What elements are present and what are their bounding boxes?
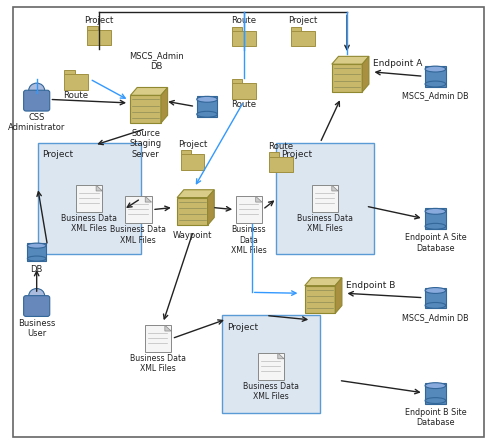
Text: Project: Project bbox=[288, 17, 317, 25]
Text: Route: Route bbox=[231, 17, 256, 25]
FancyBboxPatch shape bbox=[232, 31, 256, 46]
Text: Source
Staging
Server: Source Staging Server bbox=[130, 129, 162, 158]
FancyBboxPatch shape bbox=[269, 153, 279, 157]
FancyBboxPatch shape bbox=[269, 157, 293, 172]
Text: Project: Project bbox=[227, 322, 258, 331]
Ellipse shape bbox=[425, 81, 446, 87]
Polygon shape bbox=[362, 56, 369, 92]
FancyBboxPatch shape bbox=[232, 83, 256, 99]
FancyBboxPatch shape bbox=[425, 383, 446, 404]
Text: Business Data
XML Files: Business Data XML Files bbox=[243, 382, 299, 401]
Text: Project: Project bbox=[178, 140, 207, 149]
FancyBboxPatch shape bbox=[257, 353, 284, 380]
Text: Business
Data
XML Files: Business Data XML Files bbox=[231, 225, 267, 255]
FancyBboxPatch shape bbox=[64, 70, 75, 75]
FancyBboxPatch shape bbox=[145, 325, 171, 352]
Text: Business
User: Business User bbox=[18, 318, 55, 338]
FancyBboxPatch shape bbox=[236, 196, 262, 223]
Polygon shape bbox=[305, 285, 335, 314]
Polygon shape bbox=[305, 278, 342, 285]
FancyBboxPatch shape bbox=[24, 296, 50, 317]
Ellipse shape bbox=[425, 66, 446, 72]
Text: MSCS_Admin DB: MSCS_Admin DB bbox=[402, 91, 469, 100]
Text: Project: Project bbox=[43, 150, 74, 159]
Ellipse shape bbox=[425, 208, 446, 214]
Ellipse shape bbox=[425, 302, 446, 308]
FancyBboxPatch shape bbox=[76, 185, 102, 212]
Ellipse shape bbox=[197, 112, 217, 117]
Text: Business Data
XML Files: Business Data XML Files bbox=[61, 214, 117, 233]
Text: Project: Project bbox=[281, 150, 312, 159]
Text: Endpoint B: Endpoint B bbox=[346, 281, 395, 290]
Ellipse shape bbox=[425, 288, 446, 293]
Ellipse shape bbox=[425, 398, 446, 404]
Text: Business Data
XML Files: Business Data XML Files bbox=[110, 225, 166, 244]
Text: Waypoint: Waypoint bbox=[173, 231, 212, 240]
Text: DB: DB bbox=[31, 265, 43, 274]
FancyBboxPatch shape bbox=[27, 243, 46, 261]
Polygon shape bbox=[131, 87, 168, 95]
FancyBboxPatch shape bbox=[64, 74, 88, 90]
FancyBboxPatch shape bbox=[87, 26, 98, 31]
Polygon shape bbox=[131, 95, 161, 123]
Text: Endpoint A Site
Database: Endpoint A Site Database bbox=[404, 234, 466, 253]
Text: CSS
Administrator: CSS Administrator bbox=[8, 113, 65, 132]
Text: Endpoint A: Endpoint A bbox=[373, 59, 422, 68]
Ellipse shape bbox=[27, 243, 46, 248]
Polygon shape bbox=[161, 87, 168, 123]
FancyBboxPatch shape bbox=[232, 79, 243, 84]
FancyBboxPatch shape bbox=[291, 31, 315, 46]
Text: Endpoint B Site
Database: Endpoint B Site Database bbox=[404, 408, 466, 427]
FancyBboxPatch shape bbox=[197, 96, 217, 117]
FancyBboxPatch shape bbox=[425, 66, 446, 87]
Text: MSCS_Admin
DB: MSCS_Admin DB bbox=[129, 52, 184, 71]
FancyBboxPatch shape bbox=[232, 27, 243, 32]
FancyBboxPatch shape bbox=[181, 154, 204, 170]
Text: Business Data
XML Files: Business Data XML Files bbox=[297, 214, 353, 233]
FancyBboxPatch shape bbox=[425, 208, 446, 229]
Polygon shape bbox=[96, 185, 102, 191]
Polygon shape bbox=[332, 64, 362, 92]
Polygon shape bbox=[335, 278, 342, 314]
FancyBboxPatch shape bbox=[38, 143, 141, 254]
FancyBboxPatch shape bbox=[276, 143, 374, 254]
Polygon shape bbox=[332, 185, 338, 191]
Polygon shape bbox=[207, 190, 214, 225]
Polygon shape bbox=[177, 198, 207, 225]
FancyBboxPatch shape bbox=[291, 27, 301, 32]
Text: Project: Project bbox=[84, 16, 114, 25]
FancyBboxPatch shape bbox=[24, 90, 50, 111]
FancyBboxPatch shape bbox=[312, 185, 338, 212]
Polygon shape bbox=[332, 56, 369, 64]
Ellipse shape bbox=[425, 223, 446, 229]
Polygon shape bbox=[256, 196, 262, 202]
FancyBboxPatch shape bbox=[87, 30, 111, 45]
Circle shape bbox=[29, 83, 45, 98]
Ellipse shape bbox=[197, 96, 217, 102]
Ellipse shape bbox=[27, 256, 46, 261]
Text: Business Data
XML Files: Business Data XML Files bbox=[130, 354, 186, 373]
Circle shape bbox=[29, 289, 45, 303]
FancyBboxPatch shape bbox=[181, 150, 191, 155]
Polygon shape bbox=[177, 190, 214, 198]
Text: MSCS_Admin DB: MSCS_Admin DB bbox=[402, 313, 469, 322]
Polygon shape bbox=[165, 325, 171, 331]
Polygon shape bbox=[145, 196, 151, 202]
FancyBboxPatch shape bbox=[425, 288, 446, 308]
Ellipse shape bbox=[425, 383, 446, 388]
FancyBboxPatch shape bbox=[125, 196, 151, 223]
Text: Route: Route bbox=[268, 142, 293, 151]
Text: Route: Route bbox=[63, 91, 89, 100]
Text: Route: Route bbox=[231, 100, 256, 109]
FancyBboxPatch shape bbox=[222, 315, 320, 413]
Polygon shape bbox=[278, 353, 284, 359]
